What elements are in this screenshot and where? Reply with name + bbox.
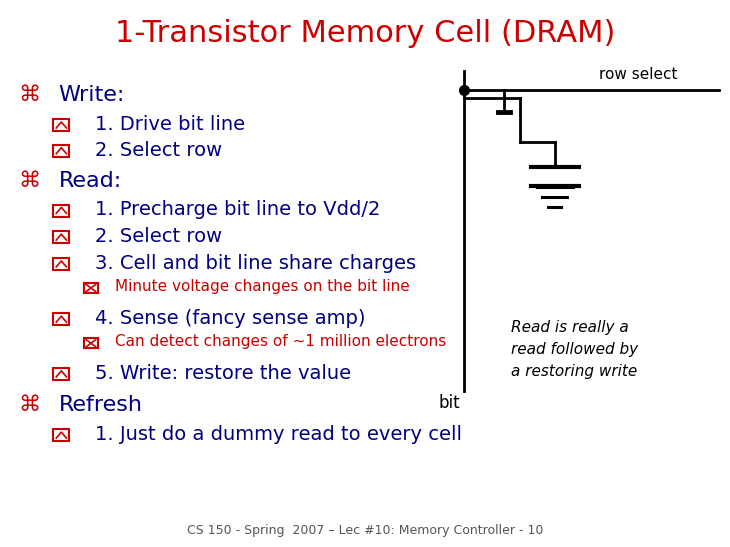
- Text: 3. Cell and bit line share charges: 3. Cell and bit line share charges: [95, 254, 416, 273]
- FancyBboxPatch shape: [53, 368, 69, 380]
- Text: Minute voltage changes on the bit line: Minute voltage changes on the bit line: [115, 279, 410, 294]
- FancyBboxPatch shape: [53, 231, 69, 243]
- FancyBboxPatch shape: [53, 145, 69, 157]
- Text: bit: bit: [438, 394, 460, 412]
- FancyBboxPatch shape: [53, 429, 69, 441]
- Text: 4. Sense (fancy sense amp): 4. Sense (fancy sense amp): [95, 309, 366, 328]
- Text: ⌘: ⌘: [18, 395, 40, 415]
- FancyBboxPatch shape: [84, 338, 98, 348]
- Text: Read is really a
read followed by
a restoring write: Read is really a read followed by a rest…: [511, 320, 638, 380]
- Text: 5. Write: restore the value: 5. Write: restore the value: [95, 364, 351, 383]
- Text: 1. Precharge bit line to Vdd/2: 1. Precharge bit line to Vdd/2: [95, 200, 380, 219]
- FancyBboxPatch shape: [84, 283, 98, 293]
- Text: row select: row select: [599, 67, 677, 82]
- Text: Refresh: Refresh: [58, 395, 142, 415]
- Text: 2. Select row: 2. Select row: [95, 141, 222, 160]
- FancyBboxPatch shape: [53, 258, 69, 270]
- FancyBboxPatch shape: [53, 313, 69, 325]
- Text: 1-Transistor Memory Cell (DRAM): 1-Transistor Memory Cell (DRAM): [115, 19, 615, 48]
- FancyBboxPatch shape: [53, 205, 69, 217]
- Text: ⌘: ⌘: [18, 171, 40, 191]
- Text: Can detect changes of ~1 million electrons: Can detect changes of ~1 million electro…: [115, 334, 447, 349]
- Text: 1. Drive bit line: 1. Drive bit line: [95, 115, 245, 134]
- Text: Write:: Write:: [58, 85, 125, 105]
- Text: CS 150 - Spring  2007 – Lec #10: Memory Controller - 10: CS 150 - Spring 2007 – Lec #10: Memory C…: [187, 524, 543, 537]
- Text: 2. Select row: 2. Select row: [95, 227, 222, 246]
- Text: 1. Just do a dummy read to every cell: 1. Just do a dummy read to every cell: [95, 425, 462, 444]
- Text: ⌘: ⌘: [18, 85, 40, 105]
- Text: Read:: Read:: [58, 171, 122, 191]
- FancyBboxPatch shape: [53, 119, 69, 131]
